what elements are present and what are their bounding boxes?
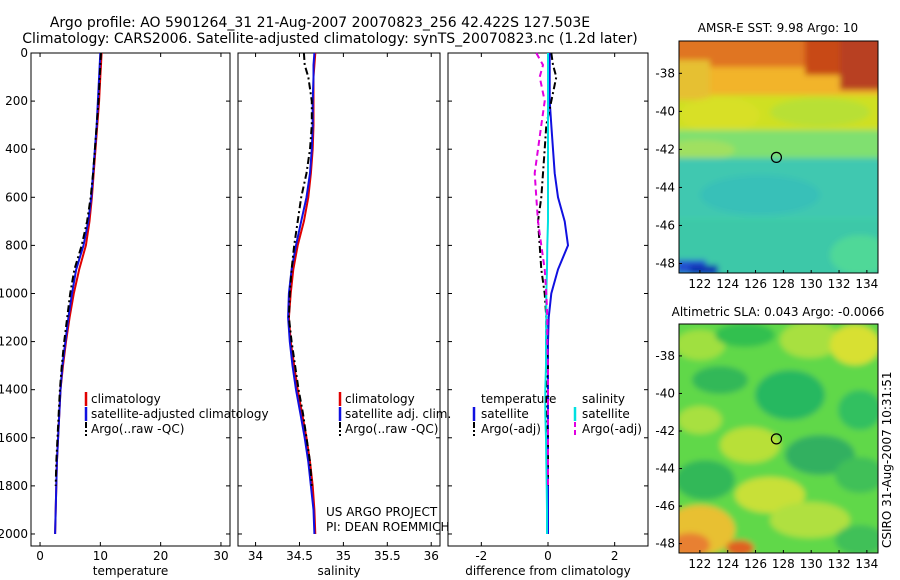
temperature-legend: climatology satellite-adjusted climatolo… (84, 392, 269, 436)
map-x-tick-label: 124 (716, 277, 739, 291)
figure-title-line2: Climatology: CARS2006. Satellite-adjuste… (22, 31, 637, 47)
y-tick-label: 600 (5, 190, 28, 204)
map-x-tick-label: 134 (855, 557, 878, 571)
map-x-tick-label: 128 (772, 277, 795, 291)
series-salinity-satellite (544, 53, 549, 534)
figure-title-line1: Argo profile: AO 5901264_31 21-Aug-2007 … (50, 15, 590, 31)
legend-label-temp-argo: Argo(-adj) (481, 422, 541, 436)
map-x-tick-label: 124 (716, 557, 739, 571)
map-y-tick-label: -44 (655, 462, 675, 476)
map-x-tick-label: 130 (800, 557, 823, 571)
sst-argo-position-marker (770, 151, 783, 163)
legend-label-climatology: climatology (91, 392, 161, 406)
y-tick-label: 400 (5, 142, 28, 156)
y-tick-label: 1600 (0, 431, 28, 445)
y-tick-label: 1400 (0, 383, 28, 397)
map-x-tick-label: 130 (800, 277, 823, 291)
x-tick-label: -2 (475, 549, 487, 563)
legend-label-argo: Argo(..raw -QC) (345, 422, 438, 436)
sst-map-title: AMSR-E SST: 9.98 Argo: 10 (698, 21, 858, 35)
y-tick-label: 1200 (0, 335, 28, 349)
map-x-tick-label: 134 (855, 277, 878, 291)
series-argo-raw-qc- (287, 52, 313, 486)
legend-label-argo: Argo(..raw -QC) (91, 422, 184, 436)
legend-label-climatology: climatology (345, 392, 415, 406)
legend-label-satellite: satellite-adjusted climatology (91, 407, 269, 421)
sla-map-frame (678, 323, 879, 554)
series-salinity-argo-adj- (533, 52, 549, 486)
csiro-timestamp: CSIRO 31-Aug-2007 10:31:51 (880, 372, 894, 548)
map-x-tick-label: 128 (772, 557, 795, 571)
sla-map-axes: 122 124 126 128 130 132 134 -38 -40 -42 -44 -46 -48 (655, 349, 878, 571)
sla-map-field (679, 324, 878, 553)
difference-profile-xlabel: difference from climatology (465, 564, 631, 578)
y-tick-label: 0 (20, 46, 28, 60)
map-y-tick-label: -42 (655, 424, 675, 438)
x-tick-label: 20 (153, 549, 168, 563)
map-y-tick-label: -40 (655, 104, 675, 118)
credit-project: US ARGO PROJECT (326, 505, 438, 519)
x-tick-label: 35.5 (374, 549, 401, 563)
x-tick-label: 30 (213, 549, 228, 563)
legend-label-sal-satellite: satellite (582, 407, 630, 421)
salinity-panel: 34 34.5 35 35.5 36 salinity (237, 52, 441, 578)
map-x-tick-label: 122 (688, 277, 711, 291)
legend-group-title-salinity: salinity (582, 392, 625, 406)
sst-map-axes: 122 124 126 128 130 132 134 -38 -40 -42 -44 -46 -48 (655, 66, 878, 291)
sla-map-title: Altimetric SLA: 0.043 Argo: -0.0066 (672, 305, 885, 319)
map-y-tick-label: -46 (655, 218, 675, 232)
series-argo-raw-qc- (54, 52, 102, 486)
series-temperature-argo-adj- (536, 52, 558, 486)
y-tick-label: 1800 (0, 479, 28, 493)
map-y-tick-label: -38 (655, 349, 675, 363)
map-x-tick-label: 132 (828, 557, 851, 571)
legend-label-temp-satellite: satellite (481, 407, 529, 421)
map-y-tick-label: -42 (655, 142, 675, 156)
y-tick-label: 800 (5, 238, 28, 252)
map-x-tick-label: 122 (688, 557, 711, 571)
map-x-tick-label: 132 (828, 277, 851, 291)
salinity-profile-frame (237, 52, 441, 547)
temperature-panel: 0 10 20 30 temperature 0 200 400 600 800 1000 1200 1… (0, 46, 231, 578)
salinity-profile-xlabel: salinity (317, 564, 360, 578)
legend-label-satellite: satellite adj. clim. (345, 407, 451, 421)
sst-map-frame (678, 40, 879, 274)
x-tick-label: 34 (248, 549, 263, 563)
salinity-legend: climatology satellite adj. clim. Argo(..… (338, 392, 451, 436)
map-y-tick-label: -46 (655, 499, 675, 513)
map-y-tick-label: -44 (655, 180, 675, 194)
x-tick-label: 2 (611, 549, 619, 563)
difference-legend: temperature satellite Argo(-adj) salinit… (472, 392, 642, 436)
map-x-tick-label: 126 (744, 557, 767, 571)
map-y-tick-label: -48 (655, 537, 675, 551)
x-tick-label: 0 (544, 549, 552, 563)
x-tick-label: 35 (336, 549, 351, 563)
legend-group-title-temperature: temperature (481, 392, 556, 406)
map-y-tick-label: -38 (655, 66, 675, 80)
x-tick-label: 0 (36, 549, 44, 563)
x-tick-label: 34.5 (286, 549, 313, 563)
temperature-profile-xlabel: temperature (93, 564, 168, 578)
legend-label-sal-argo: Argo(-adj) (582, 422, 642, 436)
map-y-tick-label: -48 (655, 256, 675, 270)
y-tick-label: 1000 (0, 286, 28, 300)
y-tick-label: 200 (5, 94, 28, 108)
x-tick-label: 36 (424, 549, 439, 563)
sst-map-field (679, 41, 878, 273)
y-tick-label: 2000 (0, 527, 28, 541)
temperature-profile-frame (30, 52, 231, 547)
map-y-tick-label: -40 (655, 386, 675, 400)
map-x-tick-label: 126 (744, 277, 767, 291)
x-tick-label: 10 (93, 549, 108, 563)
sla-argo-position-marker (770, 433, 783, 445)
credit-pi: PI: DEAN ROEMMICH (326, 520, 449, 534)
